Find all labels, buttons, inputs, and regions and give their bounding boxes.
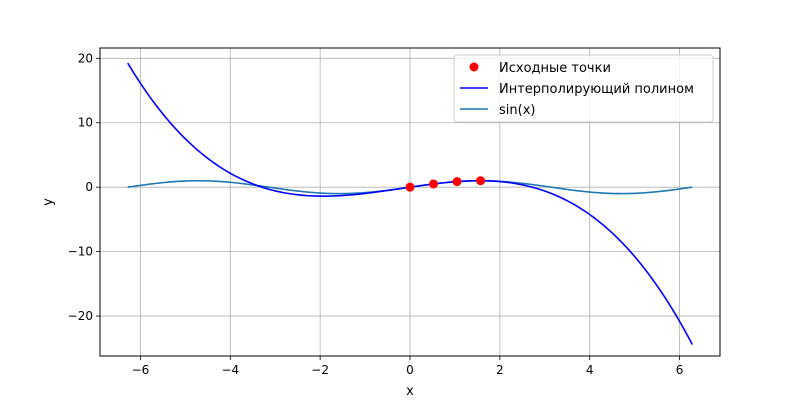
x-tick-label: 6: [676, 363, 684, 377]
x-tick-label: −2: [311, 363, 329, 377]
y-tick-label: −20: [68, 309, 93, 323]
legend: Исходные точки Интерполирующий полином s…: [453, 54, 714, 123]
legend-box: [453, 54, 714, 123]
y-tick-label: −10: [68, 245, 93, 259]
x-axis-label: x: [406, 384, 414, 399]
x-tick-label: −4: [221, 363, 239, 377]
data-point: [452, 177, 462, 187]
legend-label-sin: sin(x): [499, 103, 535, 118]
y-tick-label: 10: [78, 116, 93, 130]
y-tick-label: 20: [78, 51, 93, 65]
x-tick-label: 0: [406, 363, 414, 377]
y-tick-label: 0: [85, 180, 93, 194]
series-layer: [127, 62, 693, 345]
x-tick-label: 4: [586, 363, 594, 377]
legend-marker-source-points: [469, 62, 479, 72]
legend-label-source-points: Исходные точки: [499, 61, 611, 76]
x-tick-label: −6: [132, 363, 150, 377]
data-point: [405, 182, 415, 192]
legend-label-polynomial: Интерполирующий полином: [499, 82, 694, 97]
y-axis-label: y: [41, 198, 56, 206]
data-point: [429, 179, 439, 189]
x-tick-label: 2: [496, 363, 504, 377]
data-point: [476, 176, 486, 186]
